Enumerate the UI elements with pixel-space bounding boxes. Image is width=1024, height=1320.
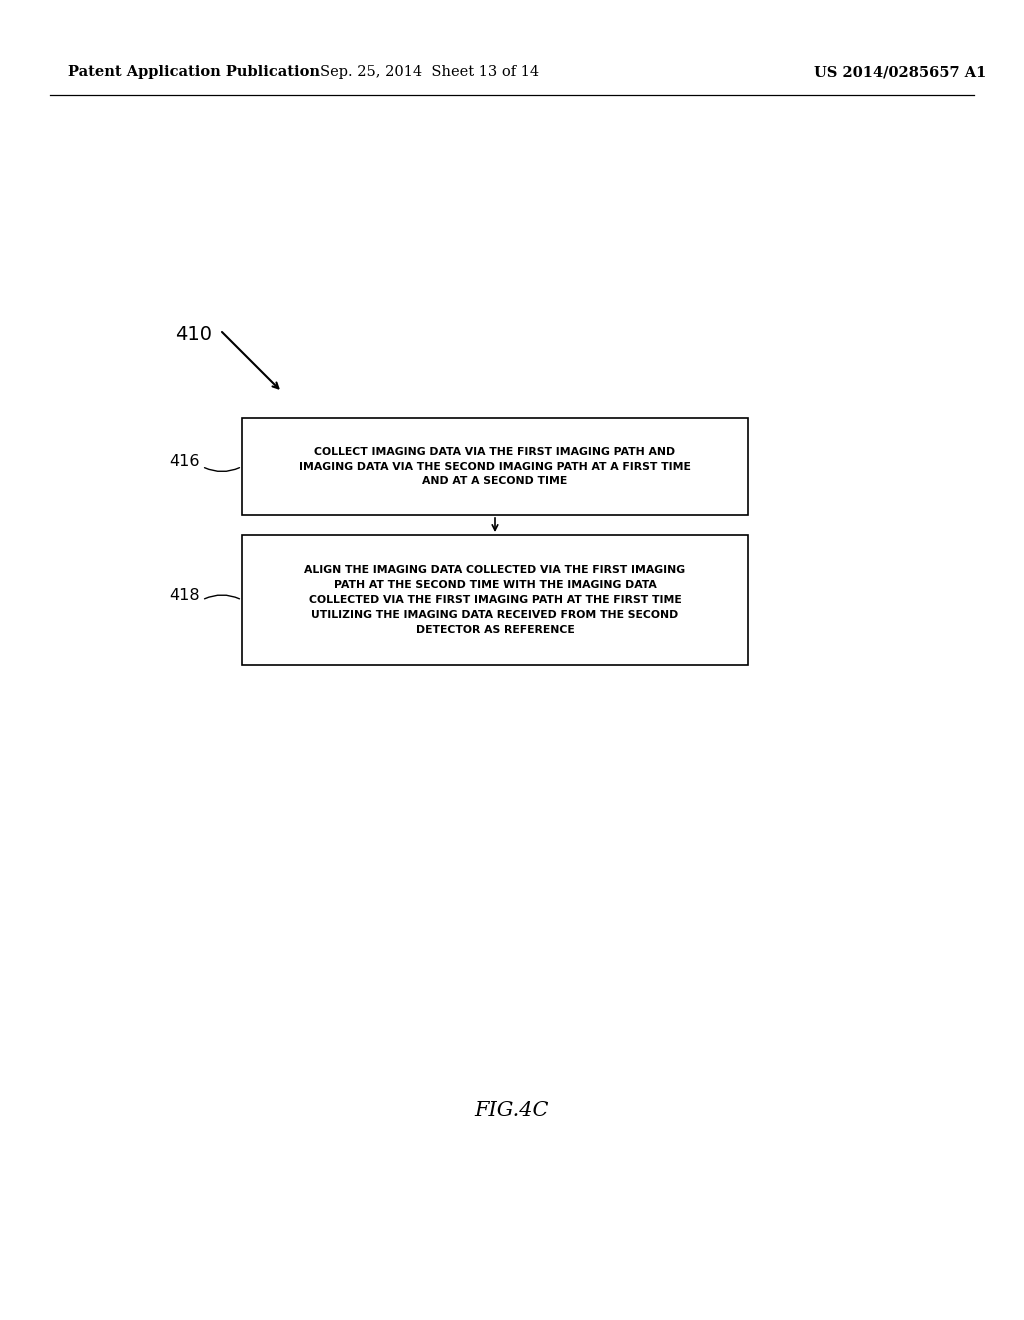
Bar (242, 418, 748, 515)
Text: Patent Application Publication: Patent Application Publication (68, 65, 319, 79)
Text: ALIGN THE IMAGING DATA COLLECTED VIA THE FIRST IMAGING
PATH AT THE SECOND TIME W: ALIGN THE IMAGING DATA COLLECTED VIA THE… (304, 565, 685, 635)
Text: 418: 418 (169, 587, 200, 602)
Text: 410: 410 (175, 326, 212, 345)
Text: Sep. 25, 2014  Sheet 13 of 14: Sep. 25, 2014 Sheet 13 of 14 (321, 65, 540, 79)
Text: COLLECT IMAGING DATA VIA THE FIRST IMAGING PATH AND
IMAGING DATA VIA THE SECOND : COLLECT IMAGING DATA VIA THE FIRST IMAGI… (299, 446, 691, 486)
Text: 416: 416 (170, 454, 200, 469)
Text: US 2014/0285657 A1: US 2014/0285657 A1 (814, 65, 986, 79)
Text: FIG.4C: FIG.4C (475, 1101, 549, 1119)
Bar (242, 535, 748, 665)
